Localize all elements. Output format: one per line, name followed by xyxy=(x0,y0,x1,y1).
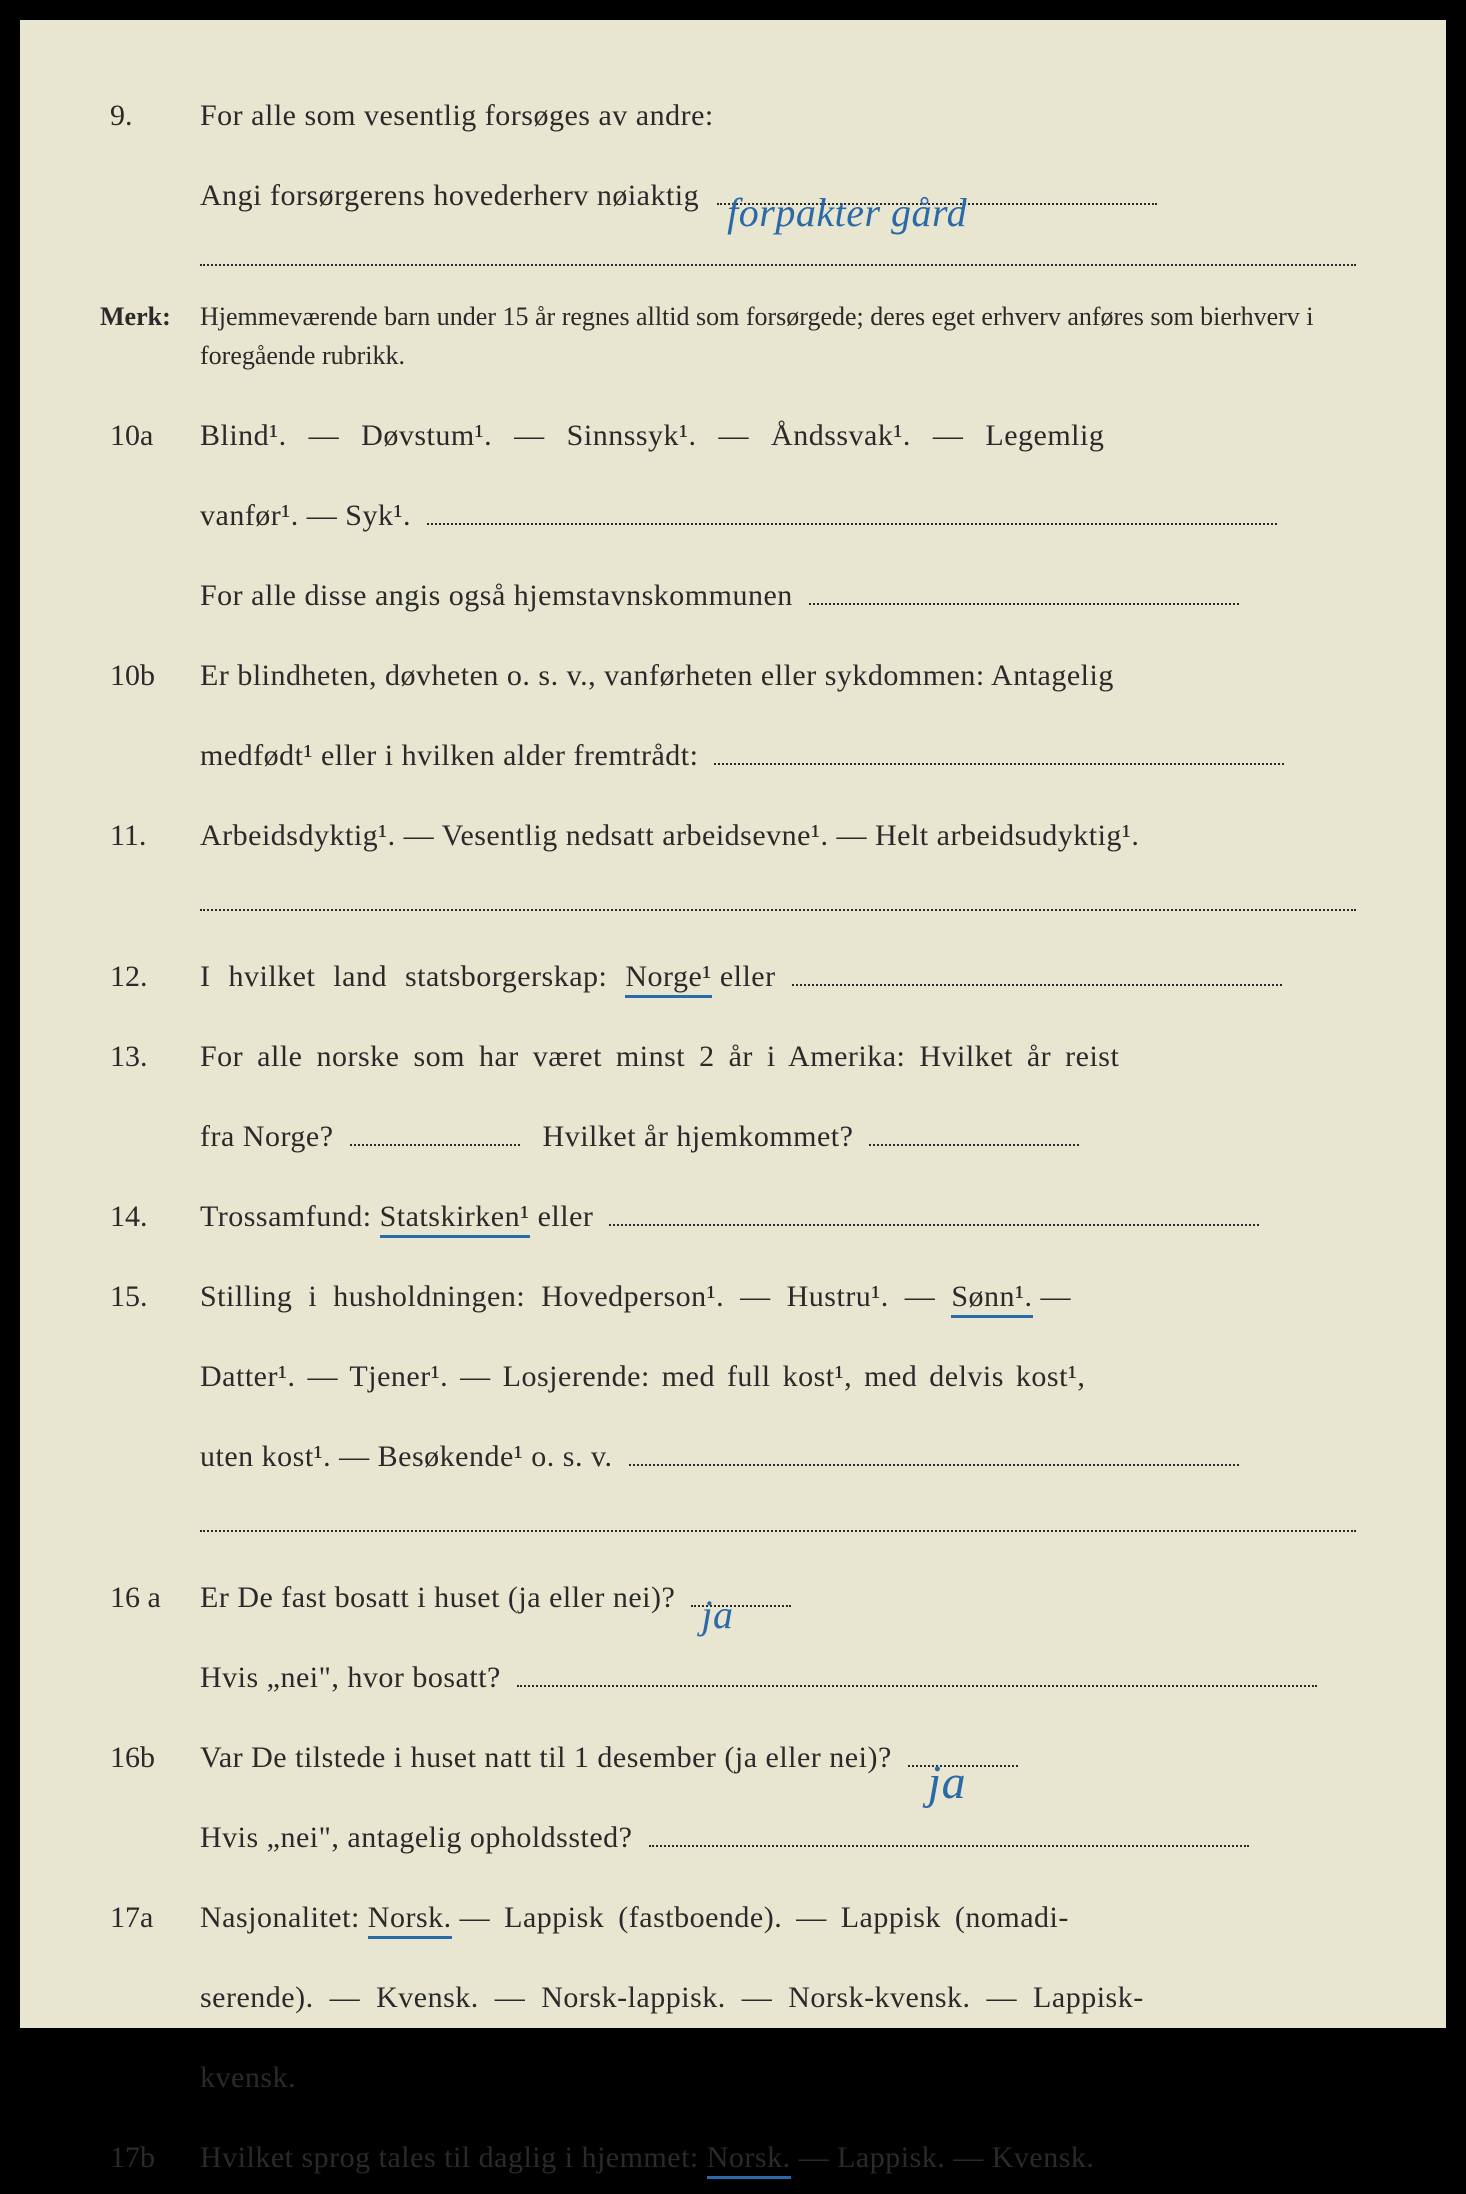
q13-line2: fra Norge? Hvilket år hjemkommet? xyxy=(100,1101,1366,1173)
q11-line: 11. Arbeidsdyktig¹. — Vesentlig nedsatt … xyxy=(100,800,1366,872)
q15-text1: Stilling i husholdningen: Hovedperson¹. … xyxy=(200,1261,1366,1333)
q13-text2: fra Norge? Hvilket år hjemkommet? xyxy=(200,1101,1366,1173)
q15-line3: uten kost¹. — Besøkende¹ o. s. v. xyxy=(100,1421,1366,1493)
q10b-line2: medfødt¹ eller i hvilken alder fremtrådt… xyxy=(100,720,1366,792)
q15-line2: Datter¹. — Tjener¹. — Losjerende: med fu… xyxy=(100,1341,1366,1413)
q16b-line1: 16b Var De tilstede i huset natt til 1 d… xyxy=(100,1722,1366,1794)
q13-number: 13. xyxy=(100,1021,200,1093)
q12-text: I hvilket land statsborgerskap: Norge¹ e… xyxy=(200,941,1366,1013)
q16a-number: 16 a xyxy=(100,1562,200,1634)
q11-number: 11. xyxy=(100,800,200,872)
q14-number: 14. xyxy=(100,1181,200,1253)
q15-underlined: Sønn¹. xyxy=(951,1280,1032,1318)
q16b-text2: Hvis „nei", antagelig opholdssted? xyxy=(200,1802,1366,1874)
q17a-text2: serende). — Kvensk. — Norsk-lappisk. — N… xyxy=(200,1962,1366,2034)
q10b-number: 10b xyxy=(100,640,200,712)
q17a-line3: kvensk. xyxy=(100,2042,1366,2114)
q17a-number: 17a xyxy=(100,1882,200,1954)
merk-text: Hjemmeværende barn under 15 år regnes al… xyxy=(200,297,1366,375)
q15-text3: uten kost¹. — Besøkende¹ o. s. v. xyxy=(200,1421,1366,1493)
q15-number: 15. xyxy=(100,1261,200,1333)
q10a-text2: vanfør¹. — Syk¹. xyxy=(200,480,1366,552)
q10a-line2: vanfør¹. — Syk¹. xyxy=(100,480,1366,552)
q9-continuation-line xyxy=(200,262,1356,266)
q17b-text: Hvilket sprog tales til daglig i hjemmet… xyxy=(200,2122,1366,2194)
q10a-line3: For alle disse angis også hjemstavnskomm… xyxy=(100,560,1366,632)
q15-line1: 15. Stilling i husholdningen: Hovedperso… xyxy=(100,1261,1366,1333)
q11-continuation-line xyxy=(200,907,1356,911)
q10b-text1: Er blindheten, døvheten o. s. v., vanfør… xyxy=(200,640,1366,712)
q10a-text3: For alle disse angis også hjemstavnskomm… xyxy=(200,560,1366,632)
q17b-number: 17b xyxy=(100,2122,200,2194)
q14-text: Trossamfund: Statskirken¹ eller xyxy=(200,1181,1366,1253)
q16a-handwritten: ja xyxy=(701,1567,733,1663)
q13-line1: 13. For alle norske som har været minst … xyxy=(100,1021,1366,1093)
q10b-line1: 10b Er blindheten, døvheten o. s. v., va… xyxy=(100,640,1366,712)
q9-line1: 9. For alle som vesentlig forsøges av an… xyxy=(100,80,1366,152)
census-form-page: 9. For alle som vesentlig forsøges av an… xyxy=(0,0,1466,2048)
q15-text2: Datter¹. — Tjener¹. — Losjerende: med fu… xyxy=(200,1341,1366,1413)
q13-text1: For alle norske som har været minst 2 år… xyxy=(200,1021,1366,1093)
q16b-line2: Hvis „nei", antagelig opholdssted? xyxy=(100,1802,1366,1874)
q10a-text1: Blind¹. — Døvstum¹. — Sinnssyk¹. — Åndss… xyxy=(200,400,1366,472)
q17b-line: 17b Hvilket sprog tales til daglig i hje… xyxy=(100,2122,1366,2194)
q11-text: Arbeidsdyktig¹. — Vesentlig nedsatt arbe… xyxy=(200,800,1366,872)
q9-line2: Angi forsørgerens hovederherv nøiaktig f… xyxy=(100,160,1366,232)
q17a-line1: 17a Nasjonalitet: Norsk. — Lappisk (fast… xyxy=(100,1882,1366,1954)
q14-line: 14. Trossamfund: Statskirken¹ eller xyxy=(100,1181,1366,1253)
merk-row: Merk: Hjemmeværende barn under 15 år reg… xyxy=(100,286,1366,375)
q12-number: 12. xyxy=(100,941,200,1013)
q16a-fill: ja xyxy=(691,1605,791,1607)
q17b-underlined: Norsk. xyxy=(707,2141,791,2179)
q17a-line2: serende). — Kvensk. — Norsk-lappisk. — N… xyxy=(100,1962,1366,2034)
q9-handwritten: forpakter gård xyxy=(727,165,967,261)
q10b-text2: medfødt¹ eller i hvilken alder fremtrådt… xyxy=(200,720,1366,792)
q16a-line1: 16 a Er De fast bosatt i huset (ja eller… xyxy=(100,1562,1366,1634)
q12-line: 12. I hvilket land statsborgerskap: Norg… xyxy=(100,941,1366,1013)
q9-number: 9. xyxy=(100,80,200,152)
q17a-text1: Nasjonalitet: Norsk. — Lappisk (fastboen… xyxy=(200,1882,1366,1954)
q10a-line1: 10a Blind¹. — Døvstum¹. — Sinnssyk¹. — Å… xyxy=(100,400,1366,472)
q16a-text1: Er De fast bosatt i huset (ja eller nei)… xyxy=(200,1562,1366,1634)
merk-label: Merk: xyxy=(100,286,200,348)
q12-underlined: Norge¹ xyxy=(625,960,711,998)
q9-text2: Angi forsørgerens hovederherv nøiaktig f… xyxy=(200,160,1366,232)
q17a-text3: kvensk. xyxy=(200,2042,1366,2114)
q15-continuation-line xyxy=(200,1528,1356,1532)
q10a-number: 10a xyxy=(100,400,200,472)
q9-text1: For alle som vesentlig forsøges av andre… xyxy=(200,80,1366,152)
q14-underlined: Statskirken¹ xyxy=(380,1200,530,1238)
q16b-fill: ja xyxy=(908,1765,1018,1767)
q17a-underlined: Norsk. xyxy=(368,1901,452,1939)
q16b-handwritten: ja xyxy=(928,1725,966,1840)
q16b-text1: Var De tilstede i huset natt til 1 desem… xyxy=(200,1722,1366,1794)
q16a-text2: Hvis „nei", hvor bosatt? xyxy=(200,1642,1366,1714)
q16b-number: 16b xyxy=(100,1722,200,1794)
q9-fill-line: forpakter gård xyxy=(717,203,1157,205)
